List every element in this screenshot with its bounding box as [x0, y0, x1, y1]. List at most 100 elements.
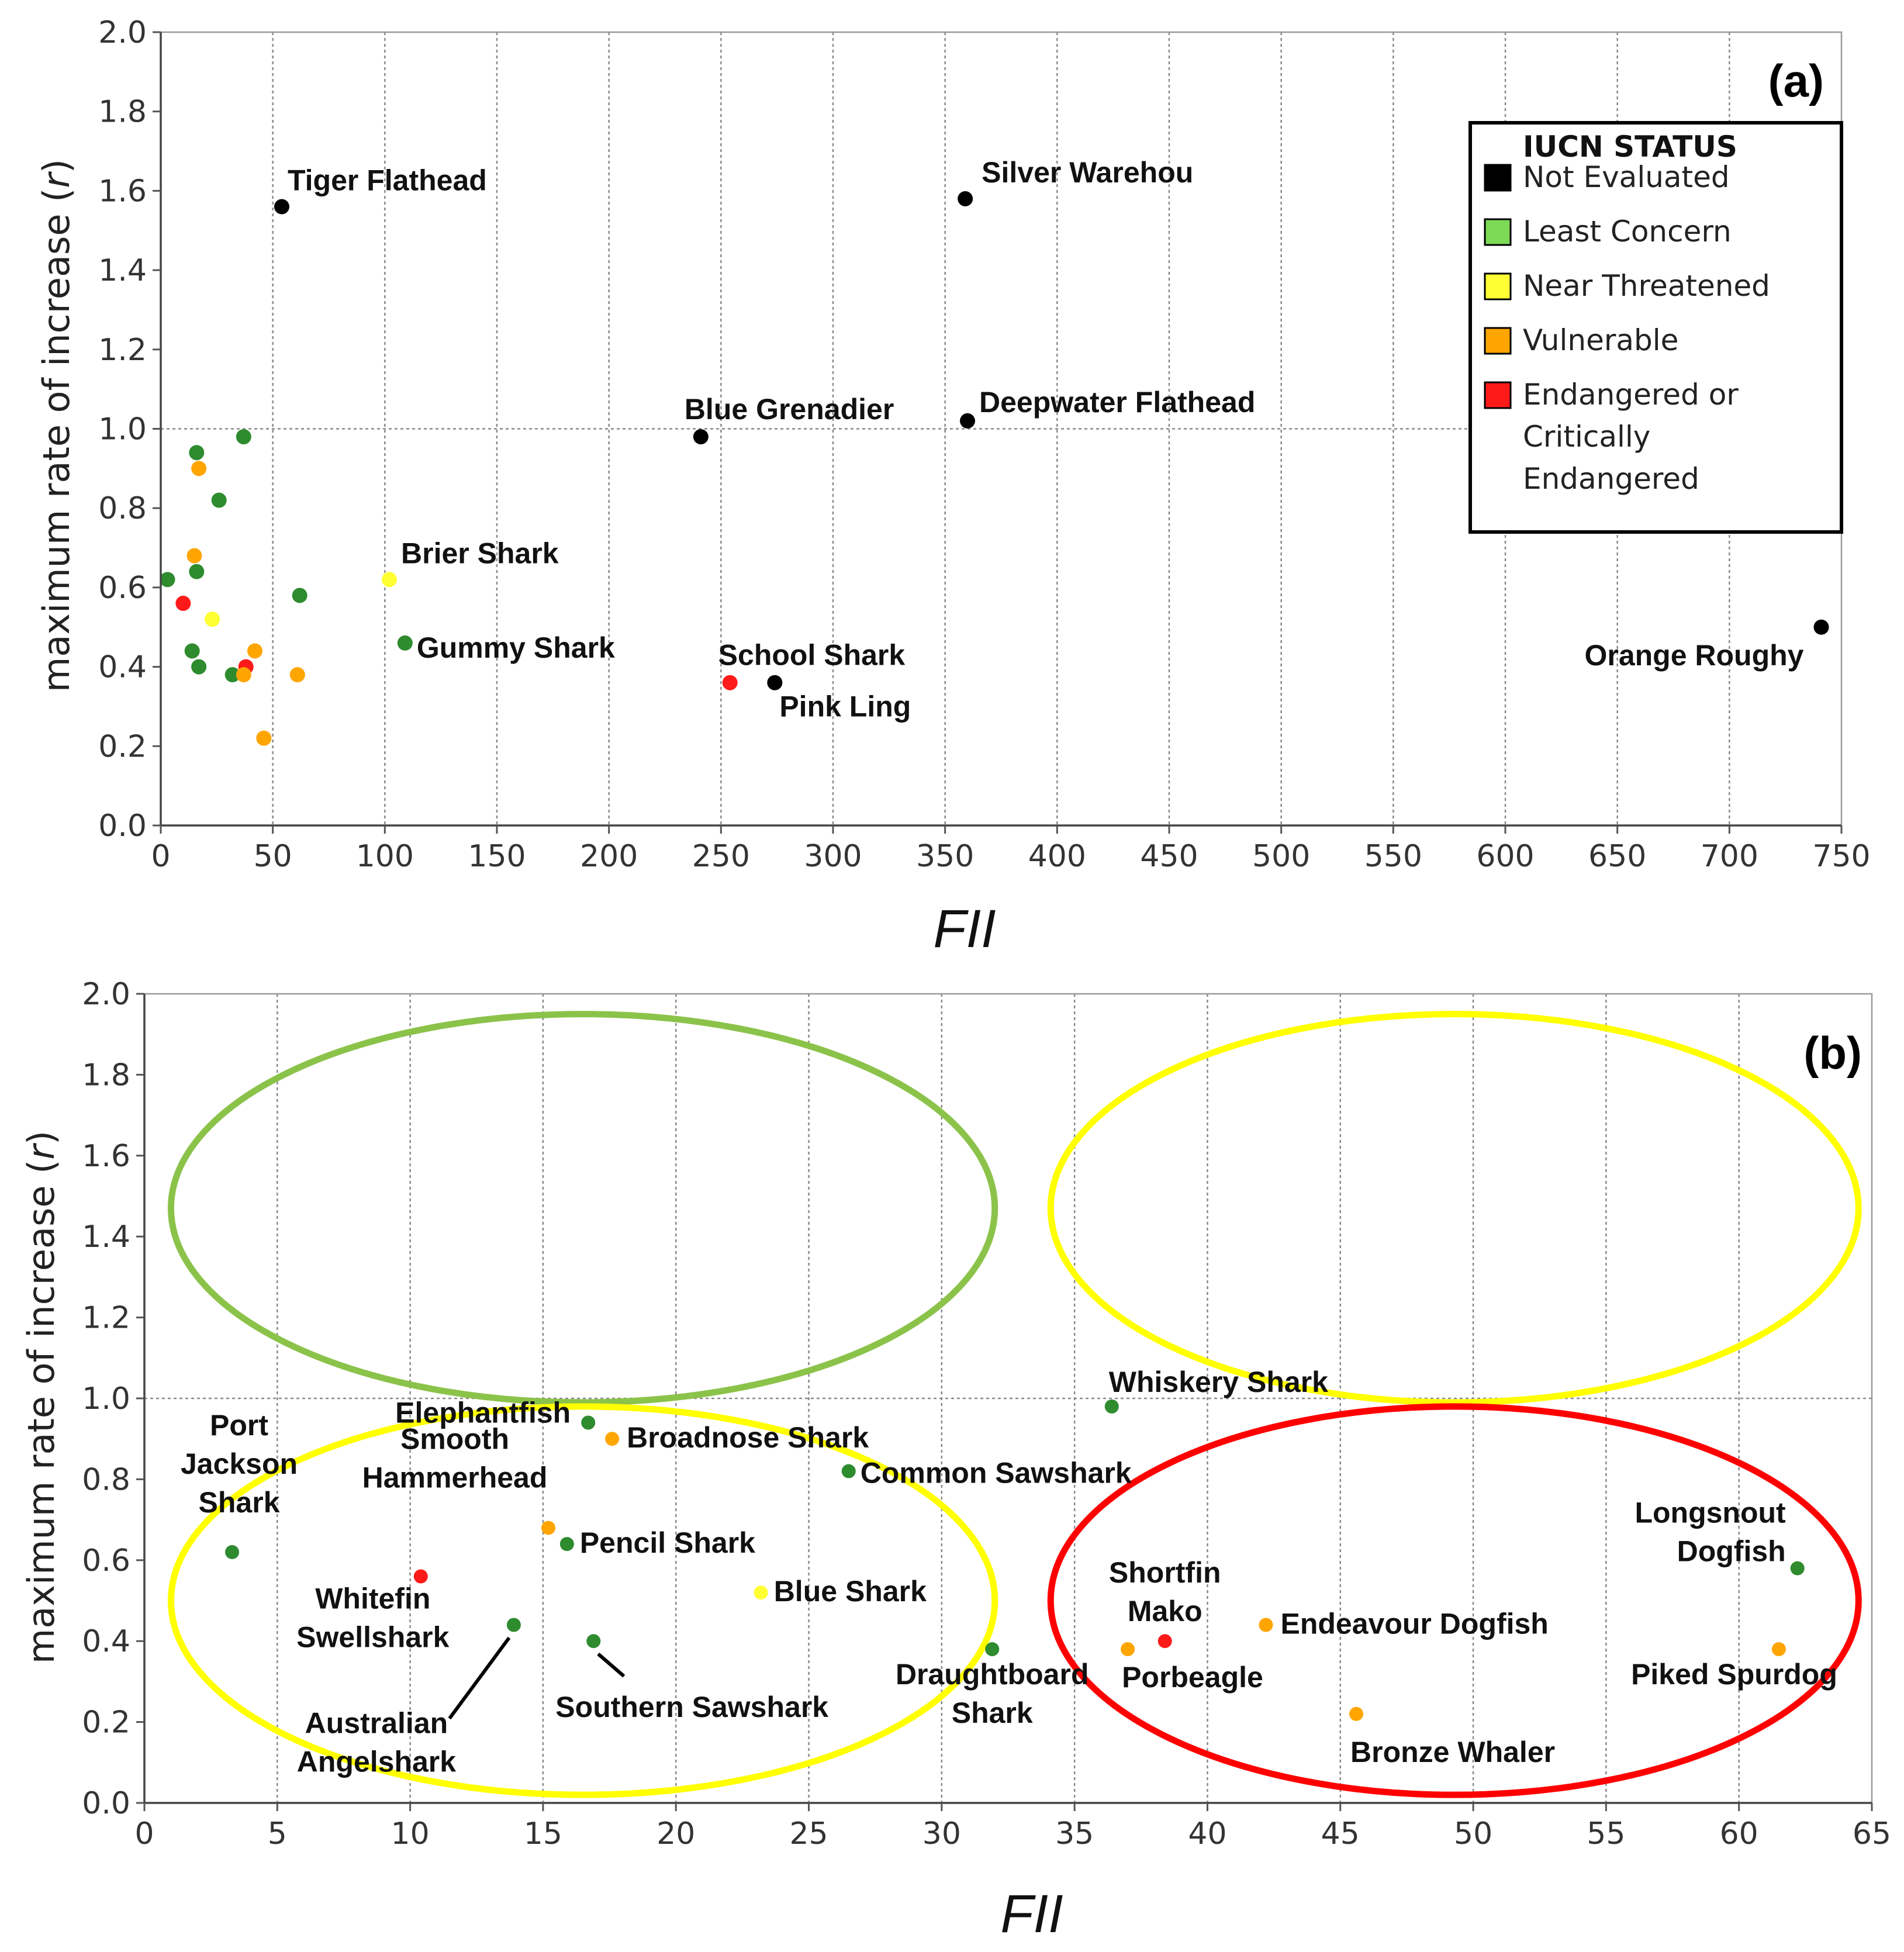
- x-tick-label: 550: [1364, 839, 1422, 874]
- x-tick-label: 150: [468, 839, 526, 874]
- legend-swatch-endangered: [1484, 381, 1512, 409]
- x-tick-label: 15: [524, 1816, 562, 1851]
- label-pink-ling: Pink Ling: [779, 690, 911, 723]
- point-common-sawshark: [841, 1464, 856, 1478]
- point-vulnerable: [191, 461, 207, 476]
- panel-b-tick-labels: 0 5 10 15 20 25 30 35 40 45 50 55 60 65 0.0 0.2 0.4 0.6 0.…: [82, 977, 1891, 1851]
- x-tick-label: 0: [134, 1816, 154, 1851]
- point-tiger-flathead: [274, 199, 289, 215]
- point-deepwater-flathead: [960, 413, 975, 429]
- label-common-sawshark: Common Sawshark: [861, 1457, 1132, 1490]
- label-school-shark: School Shark: [718, 639, 906, 672]
- panel-a-x-axis-title: FII: [933, 899, 996, 959]
- label-line: Tiger Flathead: [288, 164, 487, 197]
- x-tick-label: 700: [1701, 839, 1758, 874]
- label-line: Brier Shark: [401, 537, 559, 569]
- label-line: Blue Shark: [774, 1575, 927, 1608]
- y-tick-label: 0.0: [82, 1786, 130, 1821]
- point-endangered: [175, 596, 191, 611]
- highlight-ellipse-yellow: [167, 1403, 998, 1798]
- x-tick-label: 200: [580, 839, 638, 874]
- label-gummy-shark: Gummy Shark: [417, 631, 615, 664]
- legend-label-not-evaluated: Not Evaluated: [1523, 160, 1730, 194]
- label-piked-spurdog: Piked Spurdog: [1631, 1658, 1837, 1691]
- label-line: Broadnose Shark: [627, 1421, 869, 1454]
- label-blue-grenadier: Blue Grenadier: [685, 393, 894, 426]
- point-elephantfish: [581, 1415, 596, 1430]
- x-tick-label: 300: [804, 839, 862, 874]
- point-pink-ling: [767, 675, 783, 690]
- legend-title: IUCN STATUS: [1523, 130, 1737, 164]
- label-line: Whiskery Shark: [1109, 1366, 1328, 1398]
- legend-swatch-least-concern: [1484, 218, 1512, 246]
- point-vulnerable: [289, 667, 305, 683]
- label-line: Mako: [1128, 1595, 1202, 1628]
- point-southern-sawshark: [586, 1634, 601, 1649]
- label-line: Porbeagle: [1122, 1661, 1263, 1694]
- y-tick-label: 0.0: [98, 809, 147, 844]
- legend-label-near-threatened: Near Threatened: [1523, 269, 1770, 303]
- point-piked-spurdog: [1771, 1642, 1786, 1657]
- label-australian-angelshark: Australian Angelshark: [297, 1707, 457, 1778]
- point-pencil-shark: [559, 1537, 574, 1552]
- point-least-concern: [189, 445, 205, 461]
- x-tick-label: 45: [1321, 1816, 1360, 1851]
- x-tick-label: 600: [1476, 839, 1534, 874]
- label-line: Shark: [952, 1697, 1033, 1729]
- y-tick-label: 1.6: [82, 1139, 130, 1174]
- x-tick-label: 35: [1055, 1816, 1094, 1851]
- leader-line: [448, 1636, 511, 1720]
- point-porbeagle: [1121, 1642, 1135, 1657]
- point-school-shark: [722, 675, 738, 690]
- legend-label-line: Critically: [1523, 420, 1650, 454]
- label-line: Longsnout: [1635, 1497, 1786, 1529]
- x-tick-label: 350: [916, 839, 974, 874]
- legend-items: Not Evaluated Least Concern Near Threatene…: [1484, 160, 1770, 496]
- label-line: Blue Grenadier: [685, 393, 894, 426]
- label-line: Jackson: [181, 1447, 298, 1480]
- label-line: Dogfish: [1677, 1535, 1786, 1568]
- legend-label-line: Not Evaluated: [1523, 160, 1730, 194]
- label-tiger-flathead: Tiger Flathead: [288, 164, 487, 197]
- point-broadnose-shark: [605, 1432, 620, 1446]
- y-tick-label: 2.0: [98, 15, 147, 50]
- label-porbeagle: Porbeagle: [1122, 1661, 1263, 1694]
- leader-line: [597, 1652, 626, 1678]
- y-tick-label: 1.6: [98, 174, 147, 209]
- x-tick-label: 500: [1252, 839, 1310, 874]
- point-australian-angelshark: [506, 1618, 521, 1632]
- x-tick-label: 30: [922, 1816, 961, 1851]
- x-tick-label: 0: [151, 839, 170, 874]
- label-elephantfish: Elephantfish: [395, 1397, 571, 1429]
- legend-box: [1468, 121, 1843, 534]
- label-line: Australian: [305, 1707, 448, 1740]
- label-line: Pencil Shark: [580, 1526, 755, 1559]
- point-draughtboard-shark: [985, 1642, 1000, 1657]
- panel-a-y-axis-title: maximum rate of increase (r): [35, 159, 78, 692]
- y-tick-label: 0.4: [82, 1624, 130, 1659]
- x-tick-label: 100: [356, 839, 414, 874]
- point-least-concern: [236, 429, 251, 445]
- label-blue-shark: Blue Shark: [774, 1575, 927, 1608]
- label-line: Shark: [199, 1486, 280, 1519]
- label-line: Draughtboard: [896, 1658, 1089, 1691]
- label-line: School Shark: [718, 639, 906, 672]
- x-tick-label: 65: [1853, 1816, 1891, 1851]
- point-silver-warehou: [958, 191, 973, 206]
- y-tick-label: 1.8: [98, 95, 147, 130]
- x-tick-label: 650: [1588, 839, 1646, 874]
- y-tick-label: 1.2: [98, 333, 147, 368]
- legend-swatch-near-threatened: [1484, 272, 1512, 300]
- point-gummy-shark: [397, 635, 413, 651]
- legend-label-vulnerable: Vulnerable: [1523, 323, 1678, 357]
- point-vulnerable: [236, 667, 251, 683]
- point-least-concern: [224, 667, 240, 683]
- x-tick-label: 450: [1140, 839, 1198, 874]
- panel-b-label: (b): [1803, 1027, 1862, 1079]
- y-tick-label: 1.2: [82, 1301, 130, 1336]
- point-vulnerable: [186, 548, 202, 564]
- label-bronze-whaler: Bronze Whaler: [1350, 1736, 1555, 1768]
- point-port-jackson-shark: [225, 1545, 240, 1559]
- panel-a-tick-labels: 0 50 100 150 200 250 300 350 400 450 500 550 600 650 7…: [98, 15, 1870, 874]
